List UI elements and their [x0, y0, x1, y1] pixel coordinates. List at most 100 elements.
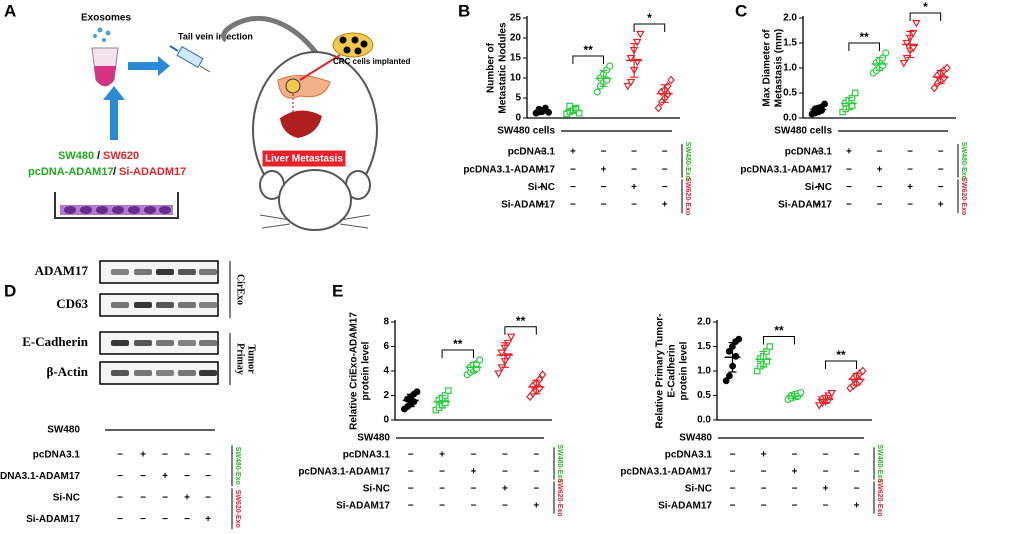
condition-sign: −: [938, 182, 944, 193]
data-point: [445, 387, 452, 394]
condition-sign: −: [117, 471, 123, 482]
blot-label: ADAM17: [35, 263, 89, 278]
data-point: [593, 88, 601, 96]
data-point: [413, 388, 421, 396]
condition-sign: +: [877, 164, 883, 175]
condition-label: pcDNA3.1-ADAM17: [298, 467, 390, 478]
syringe: [169, 45, 211, 73]
condition-sign: −: [846, 182, 852, 193]
condition-sign: −: [854, 484, 860, 495]
data-point: [494, 370, 503, 378]
significance-bracket: [909, 12, 942, 21]
data-point: [827, 389, 837, 398]
condition-sign: −: [815, 200, 821, 211]
condition-sign: −: [938, 147, 944, 158]
y-tick-label: 8: [383, 317, 389, 328]
condition-label: Si-NC: [53, 493, 80, 504]
side-label: SW620-Exo: [234, 490, 241, 528]
condition-label: Si-NC: [528, 182, 555, 193]
condition-sign: −: [570, 200, 576, 211]
data-point: [506, 333, 516, 342]
side-label: SW480-Exo: [876, 444, 883, 482]
condition-sign: −: [846, 164, 852, 175]
data-point: [606, 62, 614, 70]
data-point: [766, 343, 774, 350]
y-tick-label: 0: [383, 415, 389, 426]
condition-sign: +: [471, 467, 477, 478]
condition-sign: −: [815, 164, 821, 175]
y-axis-label: E-Cadherin: [667, 344, 678, 397]
condition-sign: +: [184, 493, 190, 504]
data-point: [654, 103, 663, 113]
condition-sign: −: [471, 501, 477, 512]
panel-letter: E: [332, 281, 343, 300]
table-header: SW480 cells: [774, 126, 832, 137]
blot-band: [111, 269, 129, 275]
condition-sign: −: [205, 493, 211, 504]
arrow: [128, 56, 170, 76]
construct: pcDNA-ADAM17: [28, 166, 114, 178]
condition-sign: −: [823, 450, 829, 461]
condition-sign: −: [907, 147, 913, 158]
data-point: [667, 75, 675, 85]
blot-band: [156, 269, 174, 275]
cell-line: SW620: [103, 150, 139, 162]
y-axis-label: Metastasis (mm): [774, 29, 785, 107]
condition-sign: −: [140, 471, 146, 482]
significance-label: **: [516, 314, 526, 328]
data-point: [626, 54, 636, 63]
condition-label: Si-ADAM17: [658, 501, 712, 512]
y-axis-label: protein level: [361, 341, 372, 400]
condition-label: pcDNA3.1-ADAM17: [740, 164, 832, 175]
condition-sign: −: [601, 147, 607, 158]
condition-sign: −: [539, 147, 545, 158]
condition-sign: +: [205, 514, 211, 525]
condition-sign: −: [877, 182, 883, 193]
condition-sign: −: [439, 501, 445, 512]
blot-band: [178, 370, 196, 376]
condition-sign: −: [815, 147, 821, 158]
condition-sign: −: [907, 164, 913, 175]
condition-sign: +: [846, 147, 852, 158]
data-point: [538, 370, 547, 380]
condition-sign: −: [631, 164, 637, 175]
separator: /: [113, 166, 116, 178]
condition-sign: −: [408, 484, 414, 495]
data-point: [882, 49, 890, 57]
y-tick-label: 0.5: [783, 88, 797, 99]
significance-label: **: [836, 348, 846, 362]
blot-band: [134, 302, 152, 308]
data-point: [623, 82, 633, 91]
condition-sign: +: [662, 200, 668, 211]
condition-sign: −: [761, 501, 767, 512]
condition-label: Si-NC: [805, 182, 832, 193]
condition-sign: +: [907, 182, 913, 193]
condition-label: Si-NC: [363, 484, 390, 495]
data-point: [626, 78, 636, 87]
table-header: SW480: [679, 433, 712, 444]
condition-sign: +: [854, 501, 860, 512]
condition-sign: −: [854, 467, 860, 478]
condition-sign: −: [570, 182, 576, 193]
data-point: [943, 63, 951, 73]
condition-sign: +: [439, 450, 445, 461]
significance-bracket: [572, 55, 604, 64]
y-tick-label: 10: [510, 73, 522, 84]
table-header: SW480: [357, 433, 390, 444]
condition-label: pcDNA3.1-ADAM17: [620, 467, 712, 478]
table-header: SW480 cells: [497, 126, 555, 137]
blot-group-label: Tumor: [246, 344, 257, 374]
y-tick-label: 0.0: [783, 113, 797, 124]
significance-label: **: [584, 43, 594, 57]
y-axis-label: Metastatic Nodules: [498, 22, 509, 114]
significance-label: *: [647, 11, 652, 25]
significance-label: **: [453, 337, 463, 351]
blot-band: [199, 340, 217, 346]
condition-sign: −: [502, 467, 508, 478]
y-axis-label: Relative Primary Tumor-: [655, 314, 666, 429]
condition-sign: −: [823, 501, 829, 512]
blot-band: [156, 340, 174, 346]
condition-sign: −: [533, 450, 539, 461]
condition-sign: −: [471, 450, 477, 461]
